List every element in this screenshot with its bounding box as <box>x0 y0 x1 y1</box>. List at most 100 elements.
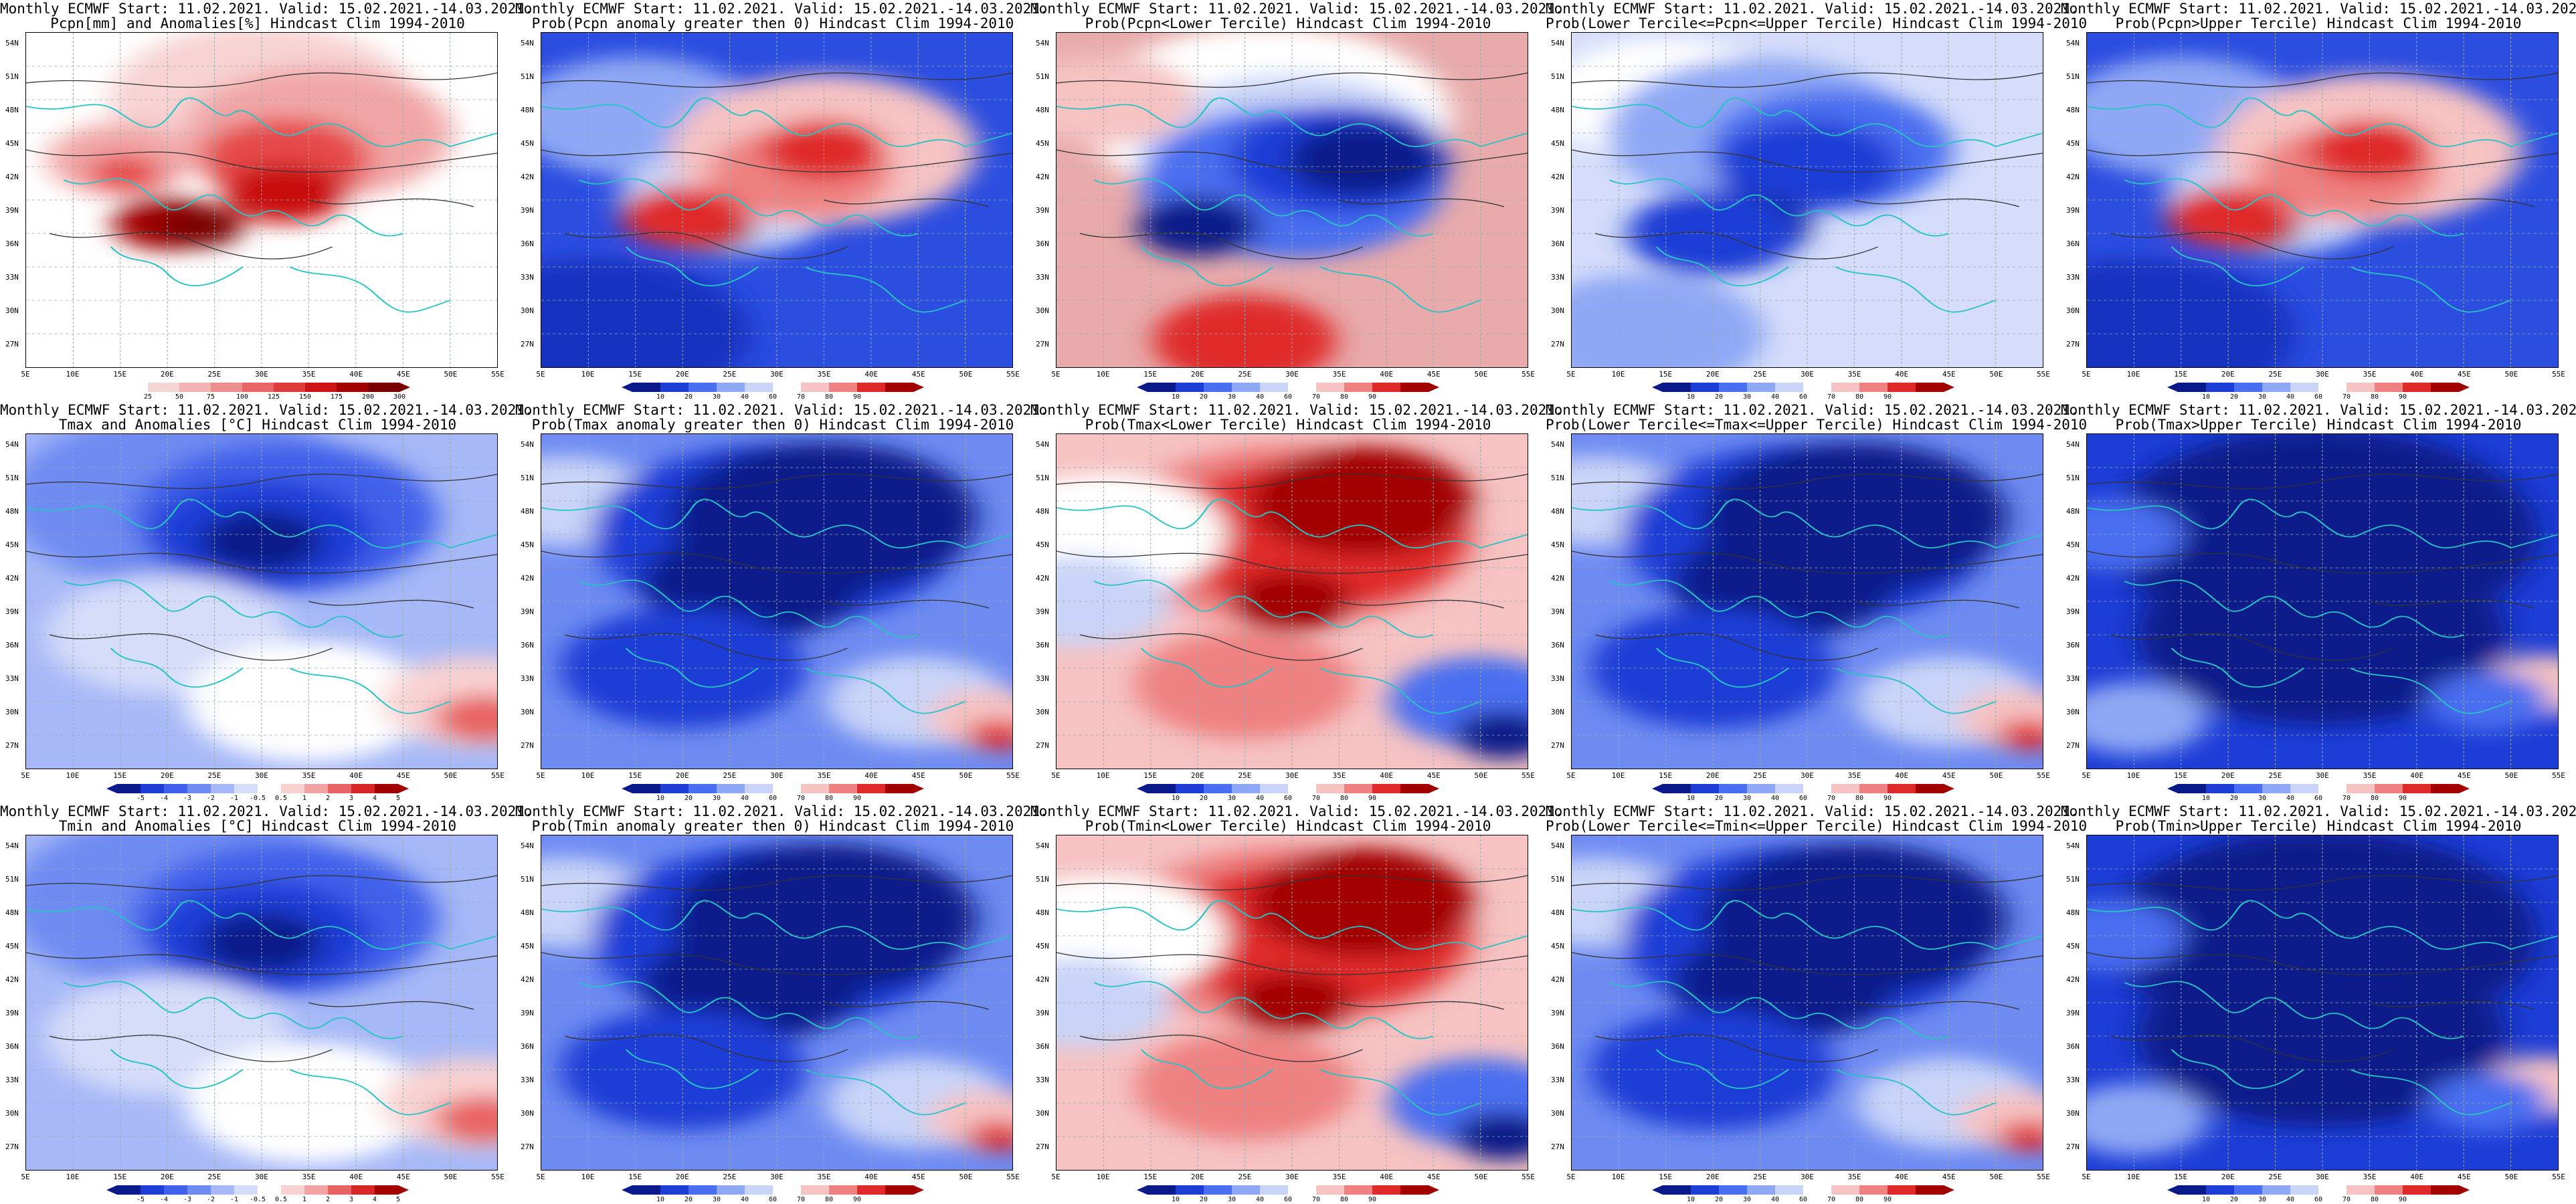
colorbar-segment <box>1372 383 1400 392</box>
lat-tick-label: 33N <box>1551 674 1564 683</box>
lat-tick-label: 42N <box>1036 574 1049 583</box>
colorbar-min-arrow <box>622 784 632 793</box>
lon-tick-label: 45E <box>1942 370 1956 379</box>
colorbar-segment <box>337 383 368 392</box>
colorbar-tick-label: 60 <box>1799 1196 1808 1203</box>
lon-tick-label: 15E <box>2174 1173 2188 1181</box>
colorbar-segment <box>141 784 164 793</box>
lat-tick-label: 51N <box>2066 72 2080 81</box>
colorbar <box>1137 784 1439 793</box>
panel-title-line2: Tmax and Anomalies [°C] Hindcast Clim 19… <box>58 417 457 433</box>
colorbar-tick-label: 30 <box>2258 1196 2267 1203</box>
lat-tick-label: 45N <box>5 942 19 950</box>
lat-tick-label: 45N <box>521 540 534 549</box>
lon-tick-label: 40E <box>1380 370 1394 379</box>
colorbar-tick-label: 40 <box>2286 795 2295 802</box>
colorbar-tick-label: -5 <box>136 1196 145 1203</box>
lat-tick-label: 36N <box>1551 239 1564 248</box>
colorbar-tick-label: 3 <box>349 1196 354 1203</box>
colorbar-tick-label: 30 <box>712 393 721 401</box>
lat-tick-label: 45N <box>2066 139 2080 148</box>
lat-tick-label: 54N <box>2066 440 2080 449</box>
lon-tick-label: 10E <box>1611 771 1625 780</box>
map-panel: Monthly ECMWF Start: 11.02.2021. Valid: … <box>2061 401 2576 803</box>
colorbar-segment <box>2178 1185 2206 1195</box>
lon-tick-label: 15E <box>113 771 127 780</box>
lat-tick-label: 42N <box>5 173 19 181</box>
colorbar <box>106 784 409 793</box>
lon-tick-label: 5E <box>2082 370 2091 379</box>
colorbar-segment <box>660 383 688 392</box>
lat-tick-label: 48N <box>5 908 19 917</box>
colorbar-segment <box>1288 383 1316 392</box>
colorbar-tick-label: 70 <box>796 795 806 802</box>
lat-tick-label: 27N <box>2066 340 2080 348</box>
lon-tick-label: 45E <box>1427 370 1441 379</box>
colorbar-tick-label: 70 <box>1827 795 1836 802</box>
colorbar-tick-label: 3 <box>349 795 354 802</box>
lat-tick-label: 33N <box>1551 273 1564 282</box>
lat-tick-label: 54N <box>1036 440 1049 449</box>
colorbar-tick-label: 80 <box>1340 1196 1349 1203</box>
colorbar-max-arrow <box>1944 1185 1954 1195</box>
map-panel: Monthly ECMWF Start: 11.02.2021. Valid: … <box>1546 803 2087 1204</box>
lon-tick-label: 30E <box>770 370 784 379</box>
lon-tick-label: 5E <box>1566 1173 1576 1181</box>
colorbar-tick-label: 60 <box>2314 393 2323 401</box>
colorbar-segment <box>632 784 660 793</box>
colorbar-tick-label: 30 <box>1227 795 1236 802</box>
lon-tick-label: 10E <box>1096 1173 1110 1181</box>
colorbar-segment <box>688 1185 717 1195</box>
colorbar-segment <box>164 784 187 793</box>
lat-tick-label: 39N <box>5 206 19 215</box>
lon-tick-label: 30E <box>2316 370 2329 379</box>
colorbar-tick-label: 20 <box>1714 1196 1724 1203</box>
lon-tick-label: 35E <box>2363 370 2377 379</box>
colorbar-segment <box>1916 383 1944 392</box>
colorbar-tick-label: 70 <box>2342 393 2351 401</box>
lon-tick-label: 10E <box>1611 370 1625 379</box>
lon-tick-label: 25E <box>2268 370 2282 379</box>
lat-tick-label: 33N <box>521 1076 534 1084</box>
lat-tick-label: 51N <box>521 875 534 884</box>
map-panel: Monthly ECMWF Start: 11.02.2021. Valid: … <box>515 0 1048 401</box>
colorbar-segment <box>632 1185 660 1195</box>
lat-tick-label: 54N <box>1551 841 1564 850</box>
lon-tick-label: 20E <box>160 1173 174 1181</box>
lon-tick-label: 45E <box>911 1173 925 1181</box>
lon-tick-label: 45E <box>2457 771 2471 780</box>
colorbar-tick-label: 10 <box>1686 1196 1695 1203</box>
lat-tick-label: 36N <box>2066 239 2080 248</box>
lat-tick-label: 48N <box>521 507 534 516</box>
colorbar-segment <box>2347 383 2375 392</box>
colorbar-segment <box>857 784 885 793</box>
lat-tick-label: 51N <box>2066 875 2080 884</box>
lon-tick-label: 40E <box>864 771 879 780</box>
forecast-map <box>2086 32 2559 368</box>
lat-tick-label: 27N <box>1551 741 1564 750</box>
colorbar-segment <box>1232 383 1260 392</box>
lat-tick-label: 30N <box>1036 708 1049 716</box>
colorbar-segment <box>305 383 337 392</box>
colorbar-segment <box>274 383 305 392</box>
colorbar-segment <box>1775 1185 1803 1195</box>
lon-tick-label: 5E <box>536 370 545 379</box>
colorbar-min-arrow <box>1652 1185 1663 1195</box>
lat-tick-label: 42N <box>5 975 19 984</box>
lon-tick-label: 35E <box>1847 771 1861 780</box>
lat-tick-label: 27N <box>5 340 19 348</box>
lat-tick-label: 51N <box>521 474 534 482</box>
colorbar-tick-label: 90 <box>2398 393 2407 401</box>
panel-title-line1: Monthly ECMWF Start: 11.02.2021. Valid: … <box>2061 1 2576 17</box>
panel-title-line2: Prob(Pcpn>Upper Tercile) Hindcast Clim 1… <box>2115 15 2522 31</box>
colorbar-min-arrow <box>1137 784 1147 793</box>
lon-tick-label: 35E <box>1332 1173 1346 1181</box>
colorbar-segment <box>2262 383 2290 392</box>
lat-tick-label: 30N <box>2066 306 2080 315</box>
colorbar-segment <box>829 1185 857 1195</box>
colorbar-tick-label: 2 <box>325 1196 331 1203</box>
colorbar-tick-label: 30 <box>1742 1196 1752 1203</box>
lon-tick-label: 50E <box>1474 771 1488 780</box>
colorbar-min-arrow <box>106 383 116 392</box>
lon-tick-label: 30E <box>1801 771 1814 780</box>
